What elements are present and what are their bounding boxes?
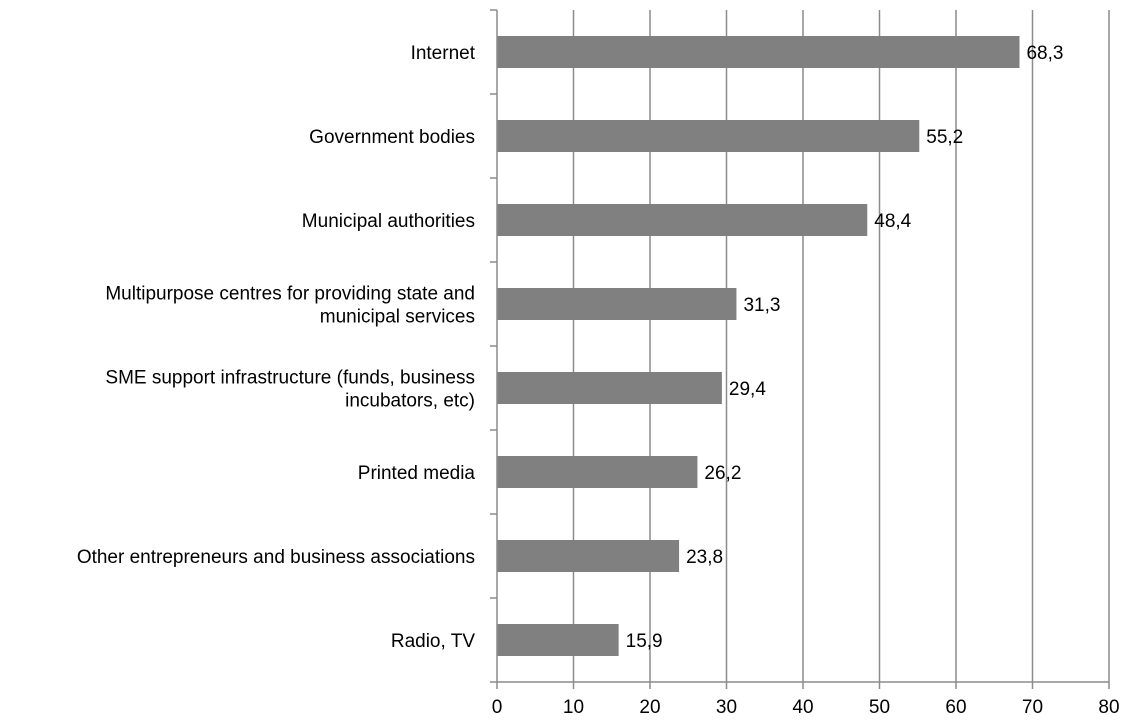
gridlines <box>572 10 1110 682</box>
category-label: Internet <box>411 43 476 64</box>
data-label: 26,2 <box>704 463 741 484</box>
category-label: Municipal authorities <box>302 211 475 232</box>
bar <box>497 372 722 404</box>
category-label: Multipurpose centres for providing state… <box>105 284 475 328</box>
x-tick-label: 60 <box>945 697 966 718</box>
category-label: Government bodies <box>309 127 475 148</box>
bar <box>497 204 868 236</box>
category-label: Printed media <box>358 463 476 484</box>
bar <box>497 120 920 152</box>
x-tick-label: 50 <box>869 697 890 718</box>
x-tick-label: 70 <box>1022 697 1043 718</box>
data-label: 68,3 <box>1026 43 1063 64</box>
x-tick-label: 40 <box>792 697 813 718</box>
x-tick-label: 0 <box>492 697 503 718</box>
x-tick-label: 80 <box>1098 697 1119 718</box>
labels: 0 10 20 30 40 50 60 70 80 68,3 Internet 55,2 Governm… <box>77 43 1120 718</box>
bars <box>497 36 1020 656</box>
data-label: 23,8 <box>686 547 723 568</box>
bar <box>497 540 680 572</box>
data-label: 15,9 <box>626 631 663 652</box>
x-tick-label: 10 <box>563 697 584 718</box>
x-tick-label: 20 <box>639 697 660 718</box>
category-label: SME support infrastructure (funds, busin… <box>105 368 475 412</box>
category-label: Radio, TV <box>391 631 475 652</box>
axes <box>490 9 1110 689</box>
bar <box>497 456 698 488</box>
bar <box>497 624 619 656</box>
data-label: 48,4 <box>874 211 911 232</box>
bar <box>497 288 737 320</box>
bar <box>497 36 1020 68</box>
data-label: 29,4 <box>729 379 766 400</box>
x-tick-label: 30 <box>716 697 737 718</box>
data-label: 31,3 <box>743 295 780 316</box>
data-label: 55,2 <box>926 127 963 148</box>
category-label: Other entrepreneurs and business associa… <box>77 547 475 568</box>
